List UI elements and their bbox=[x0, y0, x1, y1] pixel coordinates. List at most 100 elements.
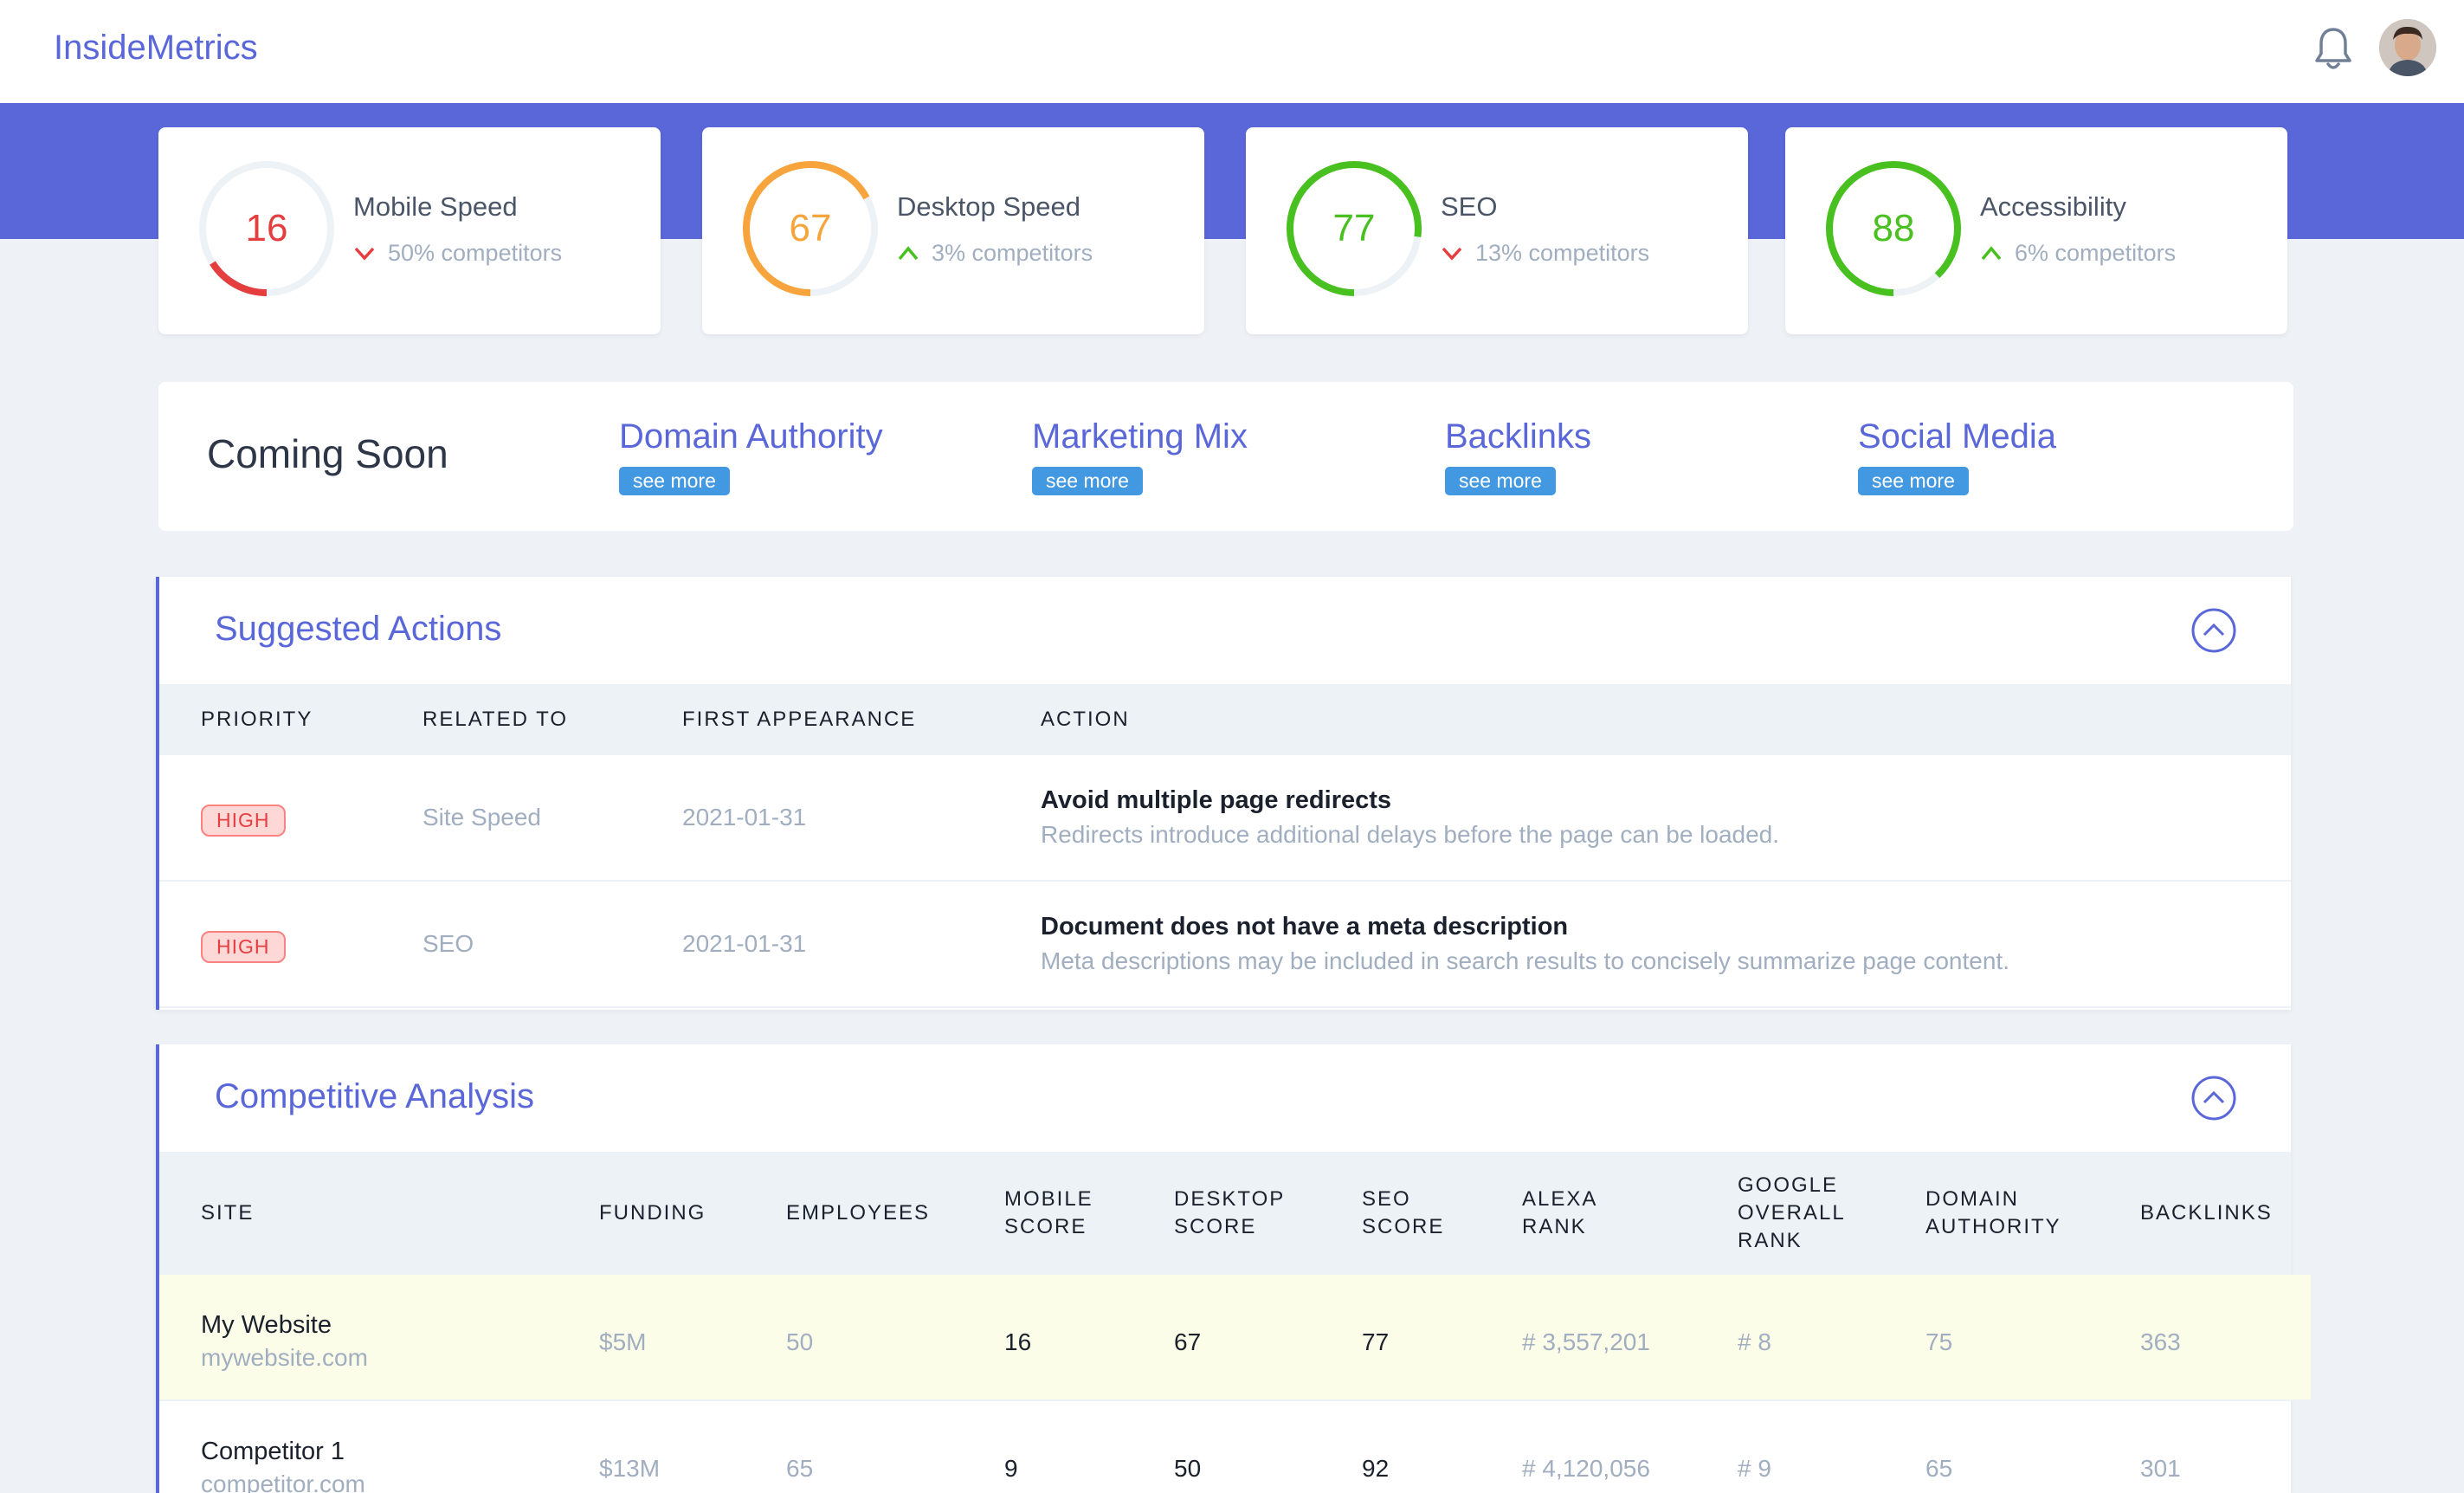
column-header[interactable]: MOBILE SCORE bbox=[1004, 1187, 1093, 1238]
site-url[interactable]: mywebsite.com bbox=[201, 1344, 368, 1371]
chevron-down-icon bbox=[354, 247, 375, 261]
trend-text: 6% competitors bbox=[2015, 240, 2177, 266]
related-to: Site Speed bbox=[422, 804, 541, 831]
priority-badge: HIGH bbox=[201, 931, 286, 963]
competitive-analysis-panel: Competitive Analysis SITE FUNDING EMPLOY… bbox=[156, 1044, 2311, 1493]
collapse-icon[interactable] bbox=[2190, 1075, 2237, 1121]
column-header[interactable]: ALEXA RANK bbox=[1522, 1187, 1598, 1238]
score-card-seo[interactable]: 77 SEO 13% competitors bbox=[1246, 127, 1748, 334]
chevron-up-icon bbox=[898, 245, 919, 260]
seo-score: 92 bbox=[1362, 1455, 1390, 1482]
action-title: Document does not have a meta descriptio… bbox=[1041, 913, 1569, 940]
domain-authority: 65 bbox=[1925, 1455, 1953, 1482]
table-row[interactable]: Competitor 1 competitor.com $13M 65 9 50… bbox=[159, 1401, 2291, 1493]
score-label: Mobile Speed bbox=[353, 191, 518, 222]
chevron-up-icon bbox=[1981, 245, 2002, 260]
coming-item-marketing-mix: Marketing Mix see more bbox=[1032, 415, 1248, 495]
priority-badge: HIGH bbox=[201, 805, 286, 837]
backlinks: 301 bbox=[2140, 1455, 2181, 1482]
column-header[interactable]: DOMAIN AUTHORITY bbox=[1925, 1187, 2061, 1238]
column-header[interactable]: EMPLOYEES bbox=[786, 1201, 931, 1225]
mobile-score: 16 bbox=[1004, 1328, 1032, 1355]
action-title: Avoid multiple page redirects bbox=[1041, 786, 1392, 814]
score-label: Accessibility bbox=[1980, 191, 2126, 222]
brand-logo[interactable]: InsideMetrics bbox=[54, 29, 258, 67]
related-to: SEO bbox=[422, 930, 474, 957]
score-card-accessibility[interactable]: 88 Accessibility 6% competitors bbox=[1785, 127, 2287, 334]
collapse-icon[interactable] bbox=[2190, 607, 2237, 654]
column-header[interactable]: ACTION bbox=[1041, 708, 1130, 731]
score-card-desktop-speed[interactable]: 67 Desktop Speed 3% competitors bbox=[702, 127, 1204, 334]
score-ring bbox=[1826, 161, 1961, 296]
score-card-mobile-speed[interactable]: 16 Mobile Speed 50% competitors bbox=[158, 127, 661, 334]
score-label: SEO bbox=[1441, 191, 1498, 222]
top-bar: InsideMetrics bbox=[0, 0, 2464, 103]
alexa-rank: # 4,120,056 bbox=[1522, 1455, 1650, 1482]
see-more-button[interactable]: see more bbox=[1445, 467, 1556, 495]
employees: 50 bbox=[786, 1328, 814, 1355]
coming-item-social-media: Social Media see more bbox=[1858, 415, 2056, 495]
column-header[interactable]: SEO SCORE bbox=[1362, 1187, 1445, 1238]
action-description: Meta descriptions may be included in sea… bbox=[1041, 947, 2009, 974]
coming-item-label[interactable]: Domain Authority bbox=[619, 417, 883, 456]
backlinks: 363 bbox=[2140, 1328, 2181, 1355]
column-header[interactable]: BACKLINKS bbox=[2140, 1201, 2273, 1225]
score-ring bbox=[1287, 161, 1422, 296]
suggested-actions-panel: Suggested Actions PRIORITY RELATED TO FI… bbox=[156, 577, 2291, 1010]
score-trend: 3% competitors bbox=[897, 240, 1093, 267]
score-value: 88 bbox=[1872, 207, 1915, 249]
table-row[interactable]: My Website mywebsite.com $5M 50 16 67 77… bbox=[159, 1275, 2311, 1401]
table-row[interactable]: HIGH SEO 2021-01-31 Document does not ha… bbox=[159, 882, 2291, 1008]
table-row[interactable]: HIGH Site Speed 2021-01-31 Avoid multipl… bbox=[159, 755, 2291, 882]
google-rank: # 9 bbox=[1738, 1455, 1771, 1482]
seo-score: 77 bbox=[1362, 1328, 1390, 1355]
trend-text: 13% competitors bbox=[1475, 240, 1650, 266]
column-header[interactable]: FUNDING bbox=[599, 1201, 706, 1225]
column-header[interactable]: GOOGLE OVERALL RANK bbox=[1738, 1173, 1846, 1252]
score-trend: 6% competitors bbox=[1980, 240, 2176, 267]
suggested-actions-title: Suggested Actions bbox=[215, 610, 502, 648]
see-more-button[interactable]: see more bbox=[619, 467, 730, 495]
google-rank: # 8 bbox=[1738, 1328, 1771, 1355]
trend-text: 50% competitors bbox=[388, 240, 563, 266]
suggested-table-header: PRIORITY RELATED TO FIRST APPEARANCE ACT… bbox=[159, 684, 2291, 755]
site-name: Competitor 1 bbox=[201, 1438, 345, 1465]
alexa-rank: # 3,557,201 bbox=[1522, 1328, 1650, 1355]
score-ring bbox=[199, 161, 334, 296]
see-more-button[interactable]: see more bbox=[1032, 467, 1143, 495]
action-description: Redirects introduce additional delays be… bbox=[1041, 821, 1780, 848]
funding: $5M bbox=[599, 1328, 647, 1355]
first-appearance: 2021-01-31 bbox=[682, 804, 807, 831]
coming-item-domain-authority: Domain Authority see more bbox=[619, 415, 883, 495]
score-value: 77 bbox=[1332, 207, 1376, 249]
coming-item-label[interactable]: Backlinks bbox=[1445, 417, 1591, 456]
avatar[interactable] bbox=[2379, 19, 2436, 76]
score-value: 16 bbox=[245, 207, 288, 249]
column-header[interactable]: SITE bbox=[201, 1201, 255, 1225]
funding: $13M bbox=[599, 1455, 661, 1482]
column-header[interactable]: RELATED TO bbox=[422, 708, 569, 731]
domain-authority: 75 bbox=[1925, 1328, 1953, 1355]
competitive-analysis-title: Competitive Analysis bbox=[215, 1077, 535, 1115]
coming-item-label[interactable]: Social Media bbox=[1858, 417, 2057, 456]
mobile-score: 9 bbox=[1004, 1455, 1018, 1482]
desktop-score: 50 bbox=[1174, 1455, 1202, 1482]
column-header[interactable]: DESKTOP SCORE bbox=[1174, 1187, 1286, 1238]
see-more-button[interactable]: see more bbox=[1858, 467, 1969, 495]
first-appearance: 2021-01-31 bbox=[682, 930, 807, 957]
trend-text: 3% competitors bbox=[932, 240, 1093, 266]
score-label: Desktop Speed bbox=[897, 191, 1080, 222]
coming-soon-card: Coming Soon Domain Authority see more Ma… bbox=[158, 382, 2293, 531]
coming-item-label[interactable]: Marketing Mix bbox=[1032, 417, 1248, 456]
site-url[interactable]: competitor.com bbox=[201, 1470, 365, 1493]
bell-icon[interactable] bbox=[2312, 24, 2355, 73]
competitive-table-header: SITE FUNDING EMPLOYEES MOBILE SCORE DESK… bbox=[159, 1152, 2291, 1275]
employees: 65 bbox=[786, 1455, 814, 1482]
score-value: 67 bbox=[789, 207, 832, 249]
column-header[interactable]: FIRST APPEARANCE bbox=[682, 708, 917, 731]
score-trend: 50% competitors bbox=[353, 240, 562, 267]
column-header[interactable]: PRIORITY bbox=[201, 708, 313, 731]
score-ring bbox=[743, 161, 878, 296]
chevron-down-icon bbox=[1442, 247, 1462, 261]
desktop-score: 67 bbox=[1174, 1328, 1202, 1355]
